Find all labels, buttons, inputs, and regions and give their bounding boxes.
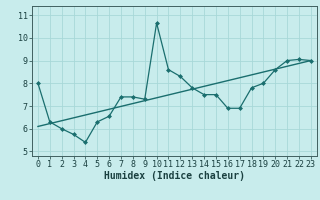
X-axis label: Humidex (Indice chaleur): Humidex (Indice chaleur) xyxy=(104,171,245,181)
